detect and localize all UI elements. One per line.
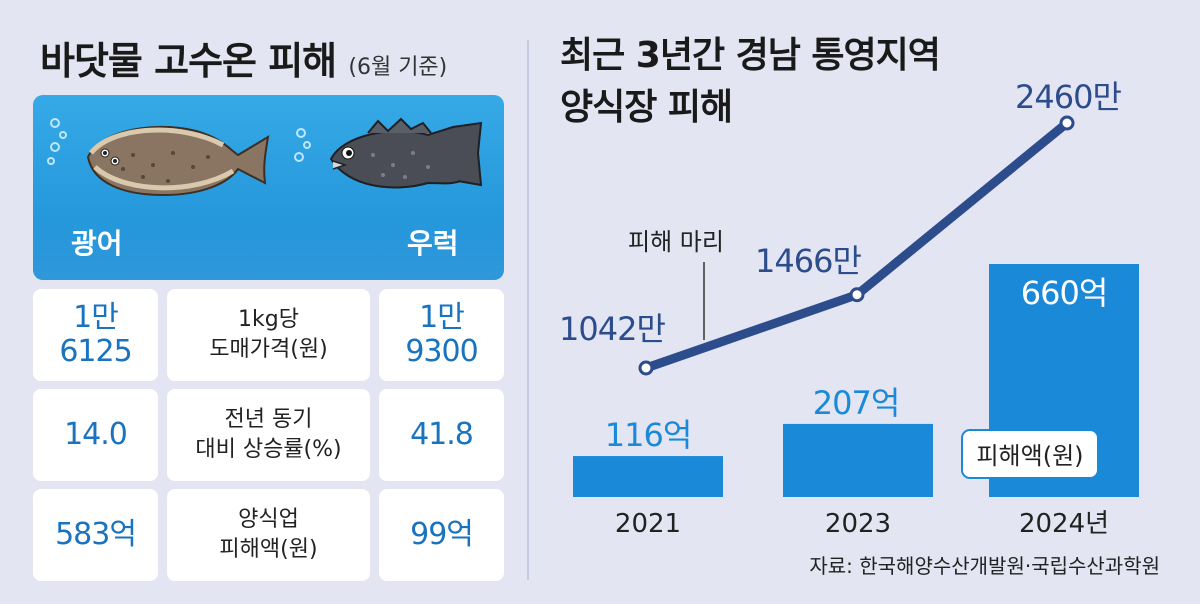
price-label-cell: 1kg당 도매가격(원) bbox=[167, 289, 370, 381]
line-value-label: 1466만 bbox=[755, 242, 861, 280]
x-tick-label: 2021 bbox=[615, 509, 681, 539]
cell-line: 6125 bbox=[59, 334, 132, 369]
flatfish-price-cell: 1만 6125 bbox=[33, 289, 158, 381]
cell-line: 41.8 bbox=[410, 417, 474, 452]
line-value-label: 2460만 bbox=[1015, 78, 1121, 116]
line-point bbox=[849, 287, 865, 303]
bar-value-label: 116억 bbox=[605, 416, 692, 454]
bar-value-label: 207억 bbox=[813, 384, 900, 422]
source-note: 자료: 한국해양수산개발원·국립수산과학원 bbox=[809, 554, 1160, 578]
fish-name-rockfish: 우럭 bbox=[407, 227, 459, 260]
bubbles-icon-right bbox=[294, 128, 311, 162]
left-title-main: 바닷물 고수온 피해 bbox=[40, 39, 337, 83]
fish-illustrations bbox=[47, 117, 483, 197]
line-point bbox=[638, 360, 654, 376]
cell-line: 전년 동기 bbox=[224, 407, 313, 432]
cell-line: 양식업 bbox=[238, 507, 299, 532]
legend-box-bars bbox=[961, 429, 1099, 479]
cell-line: 1만 bbox=[73, 300, 119, 335]
cell-line: 99억 bbox=[410, 517, 474, 552]
x-tick-label: 2024년 bbox=[1019, 509, 1109, 539]
fish-panel: 광어 우럭 bbox=[33, 95, 504, 280]
left-title: 바닷물 고수온 피해 (6월 기준) bbox=[40, 30, 447, 85]
left-title-subtitle: (6월 기준) bbox=[348, 55, 448, 80]
water-fade bbox=[33, 220, 504, 280]
cell-line: 도매가격(원) bbox=[209, 337, 328, 362]
rockfish-price-cell: 1만 9300 bbox=[379, 289, 504, 381]
bar-value-label: 660억 bbox=[1021, 274, 1108, 312]
table-row: 14.0 전년 동기 대비 상승률(%) 41.8 bbox=[33, 389, 504, 481]
cell-line: 대비 상승률(%) bbox=[195, 437, 342, 462]
line-value-label: 1042만 bbox=[559, 310, 665, 348]
legend-label-bars: 피해액(원) bbox=[976, 442, 1083, 470]
line-point bbox=[1059, 115, 1075, 131]
fish-name-flatfish: 광어 bbox=[71, 227, 123, 260]
chart-title-line1: 최근 3년간 경남 통영지역 bbox=[560, 35, 941, 76]
table-row: 583억 양식업 피해액(원) 99억 bbox=[33, 489, 504, 581]
rockfish-icon bbox=[329, 117, 483, 189]
x-tick-label: 2023 bbox=[825, 509, 891, 539]
flatfish-icon bbox=[86, 125, 270, 197]
section-divider bbox=[527, 40, 529, 580]
chart-title-line2: 양식장 피해 bbox=[560, 87, 733, 128]
rockfish-damage-cell: 99억 bbox=[379, 489, 504, 581]
bubbles-icon-left bbox=[47, 118, 67, 165]
table-row: 1만 6125 1kg당 도매가격(원) 1만 9300 bbox=[33, 289, 504, 381]
legend-label-line: 피해 마리 bbox=[628, 228, 724, 256]
chart-title: 최근 3년간 경남 통영지역 양식장 피해 bbox=[560, 30, 941, 134]
cell-line: 583억 bbox=[55, 517, 137, 552]
cell-line: 피해액(원) bbox=[219, 537, 318, 562]
bar bbox=[573, 456, 723, 497]
cell-line: 1만 bbox=[419, 300, 465, 335]
increase-label-cell: 전년 동기 대비 상승률(%) bbox=[167, 389, 370, 481]
flatfish-increase-cell: 14.0 bbox=[33, 389, 158, 481]
damage-label-cell: 양식업 피해액(원) bbox=[167, 489, 370, 581]
rockfish-increase-cell: 41.8 bbox=[379, 389, 504, 481]
cell-line: 1kg당 bbox=[238, 307, 299, 332]
flatfish-damage-cell: 583억 bbox=[33, 489, 158, 581]
bar bbox=[783, 423, 933, 497]
cell-line: 14.0 bbox=[64, 417, 128, 452]
cell-line: 9300 bbox=[405, 334, 478, 369]
